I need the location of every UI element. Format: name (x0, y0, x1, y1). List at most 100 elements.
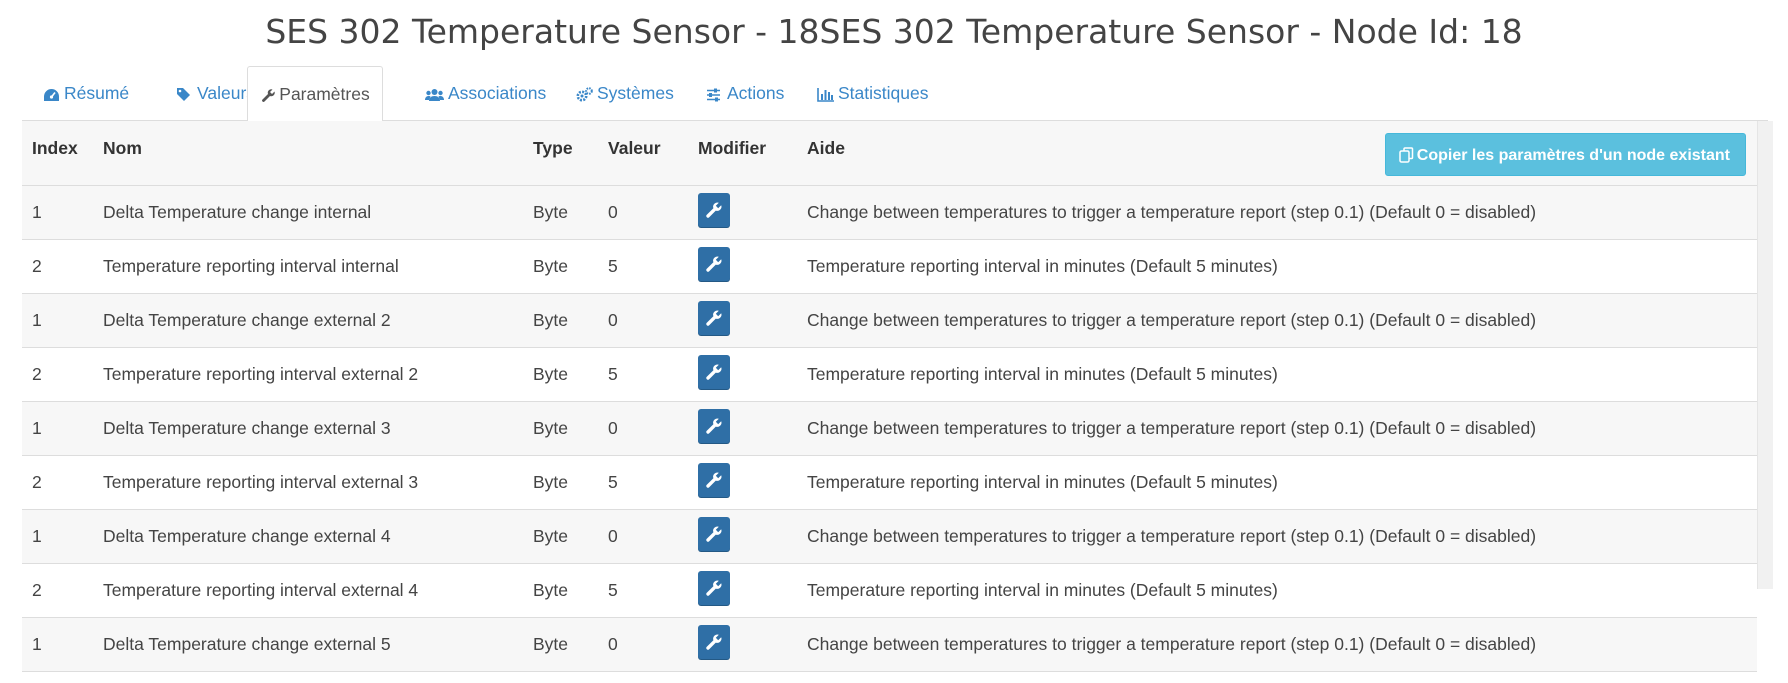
cell-index: 2 (22, 347, 102, 402)
scrollbar[interactable] (1757, 121, 1773, 589)
cell-index: 1 (22, 401, 102, 456)
bar-chart-icon (817, 67, 835, 121)
cell-type: Byte (532, 401, 607, 456)
table-row: 1 Delta Temperature change external 2 By… (22, 293, 1757, 348)
cogs-icon (576, 67, 594, 121)
tab-valeurs[interactable]: Valeurs (176, 66, 255, 120)
cell-nom: Delta Temperature change external 4 (102, 509, 532, 564)
edit-parameter-button[interactable] (698, 192, 730, 227)
tab-statistiques[interactable]: Statistiques (817, 66, 928, 120)
table-row: 2 Temperature reporting interval externa… (22, 347, 1757, 402)
table-row: 2 Temperature reporting interval externa… (22, 455, 1757, 510)
edit-parameter-button[interactable] (698, 408, 730, 443)
cell-valeur: 0 (607, 293, 697, 348)
parameters-panel: Index Nom Type Valeur Modifier Aide Copi… (22, 121, 1757, 683)
cell-type: Byte (532, 185, 607, 240)
tab-label: Actions (727, 83, 785, 103)
cell-valeur: 0 (607, 509, 697, 564)
tab-parametres[interactable]: Paramètres (247, 66, 383, 122)
copy-parameters-button[interactable]: Copier les paramètres d'un node existant (1384, 133, 1746, 176)
cell-modifier (697, 185, 806, 240)
cell-aide: Change between temperatures to trigger a… (806, 401, 1757, 456)
cell-aide: Temperature reporting interval in minute… (806, 455, 1757, 510)
cell-modifier (697, 293, 806, 348)
cell-type: Byte (532, 239, 607, 294)
header-aide: Aide Copier les paramètres d'un node exi… (806, 121, 1757, 186)
tab-systemes[interactable]: Systèmes (576, 66, 674, 120)
edit-parameter-button[interactable] (698, 624, 730, 659)
wrench-icon (706, 634, 722, 650)
header-aide-label: Aide (807, 138, 845, 158)
wrench-icon (706, 202, 722, 218)
cell-aide: Temperature reporting interval in minute… (806, 347, 1757, 402)
cell-aide: Change between temperatures to trigger a… (806, 617, 1757, 672)
cell-index: 1 (22, 617, 102, 672)
header-modifier: Modifier (697, 121, 806, 186)
wrench-icon (706, 310, 722, 326)
cell-valeur: 5 (607, 239, 697, 294)
page-title: SES 302 Temperature Sensor - 18SES 302 T… (265, 12, 1523, 51)
parameters-table: Index Nom Type Valeur Modifier Aide Copi… (22, 121, 1757, 672)
users-icon (425, 67, 445, 121)
wrench-icon (706, 580, 722, 596)
tab-label: Statistiques (838, 83, 929, 103)
tab-associations[interactable]: Associations (425, 66, 546, 120)
edit-parameter-button[interactable] (698, 246, 730, 281)
cell-modifier (697, 239, 806, 294)
cell-type: Byte (532, 347, 607, 402)
cell-type: Byte (532, 563, 607, 618)
cell-nom: Temperature reporting interval internal (102, 239, 532, 294)
cell-index: 2 (22, 455, 102, 510)
copy-icon (1399, 147, 1414, 163)
cell-modifier (697, 455, 806, 510)
tab-label: Valeurs (197, 83, 256, 103)
cell-valeur: 0 (607, 617, 697, 672)
cell-index: 1 (22, 509, 102, 564)
cell-nom: Delta Temperature change internal (102, 185, 532, 240)
table-row: 1 Delta Temperature change external 5 By… (22, 617, 1757, 672)
cell-aide: Change between temperatures to trigger a… (806, 185, 1757, 240)
cell-modifier (697, 563, 806, 618)
edit-parameter-button[interactable] (698, 462, 730, 497)
table-header-row: Index Nom Type Valeur Modifier Aide Copi… (22, 121, 1757, 186)
header-index: Index (22, 121, 102, 186)
table-row: 1 Delta Temperature change external 4 By… (22, 509, 1757, 564)
cell-nom: Temperature reporting interval external … (102, 347, 532, 402)
cell-index: 2 (22, 563, 102, 618)
cell-index: 2 (22, 239, 102, 294)
cell-type: Byte (532, 293, 607, 348)
cell-valeur: 5 (607, 455, 697, 510)
cell-nom: Delta Temperature change external 2 (102, 293, 532, 348)
sliders-icon (706, 67, 724, 121)
cell-valeur: 5 (607, 563, 697, 618)
tab-label: Résumé (64, 83, 130, 103)
cell-valeur: 0 (607, 401, 697, 456)
cell-modifier (697, 509, 806, 564)
tab-bar: Résumé Valeurs Paramètres Associations S… (22, 66, 1768, 122)
wrench-icon (706, 364, 722, 380)
table-row: 2 Temperature reporting interval externa… (22, 563, 1757, 618)
cell-modifier (697, 347, 806, 402)
cell-type: Byte (532, 617, 607, 672)
cell-aide: Change between temperatures to trigger a… (806, 509, 1757, 564)
wrench-icon (706, 526, 722, 542)
edit-parameter-button[interactable] (698, 516, 730, 551)
cell-modifier (697, 617, 806, 672)
table-row: 1 Delta Temperature change internal Byte… (22, 185, 1757, 240)
cell-aide: Temperature reporting interval in minute… (806, 563, 1757, 618)
edit-parameter-button[interactable] (698, 300, 730, 335)
edit-parameter-button[interactable] (698, 570, 730, 605)
wrench-icon (706, 256, 722, 272)
cell-nom: Temperature reporting interval external … (102, 563, 532, 618)
cell-valeur: 0 (607, 185, 697, 240)
cell-valeur: 5 (607, 347, 697, 402)
tab-resume[interactable]: Résumé (43, 66, 129, 120)
dashboard-icon (43, 67, 61, 121)
tab-label: Systèmes (597, 83, 674, 103)
cell-aide: Temperature reporting interval in minute… (806, 239, 1757, 294)
table-row: 2 Temperature reporting interval interna… (22, 239, 1757, 294)
edit-parameter-button[interactable] (698, 354, 730, 389)
header-valeur: Valeur (607, 121, 697, 186)
tab-actions[interactable]: Actions (706, 66, 784, 120)
copy-button-label: Copier les paramètres d'un node existant (1416, 147, 1730, 164)
